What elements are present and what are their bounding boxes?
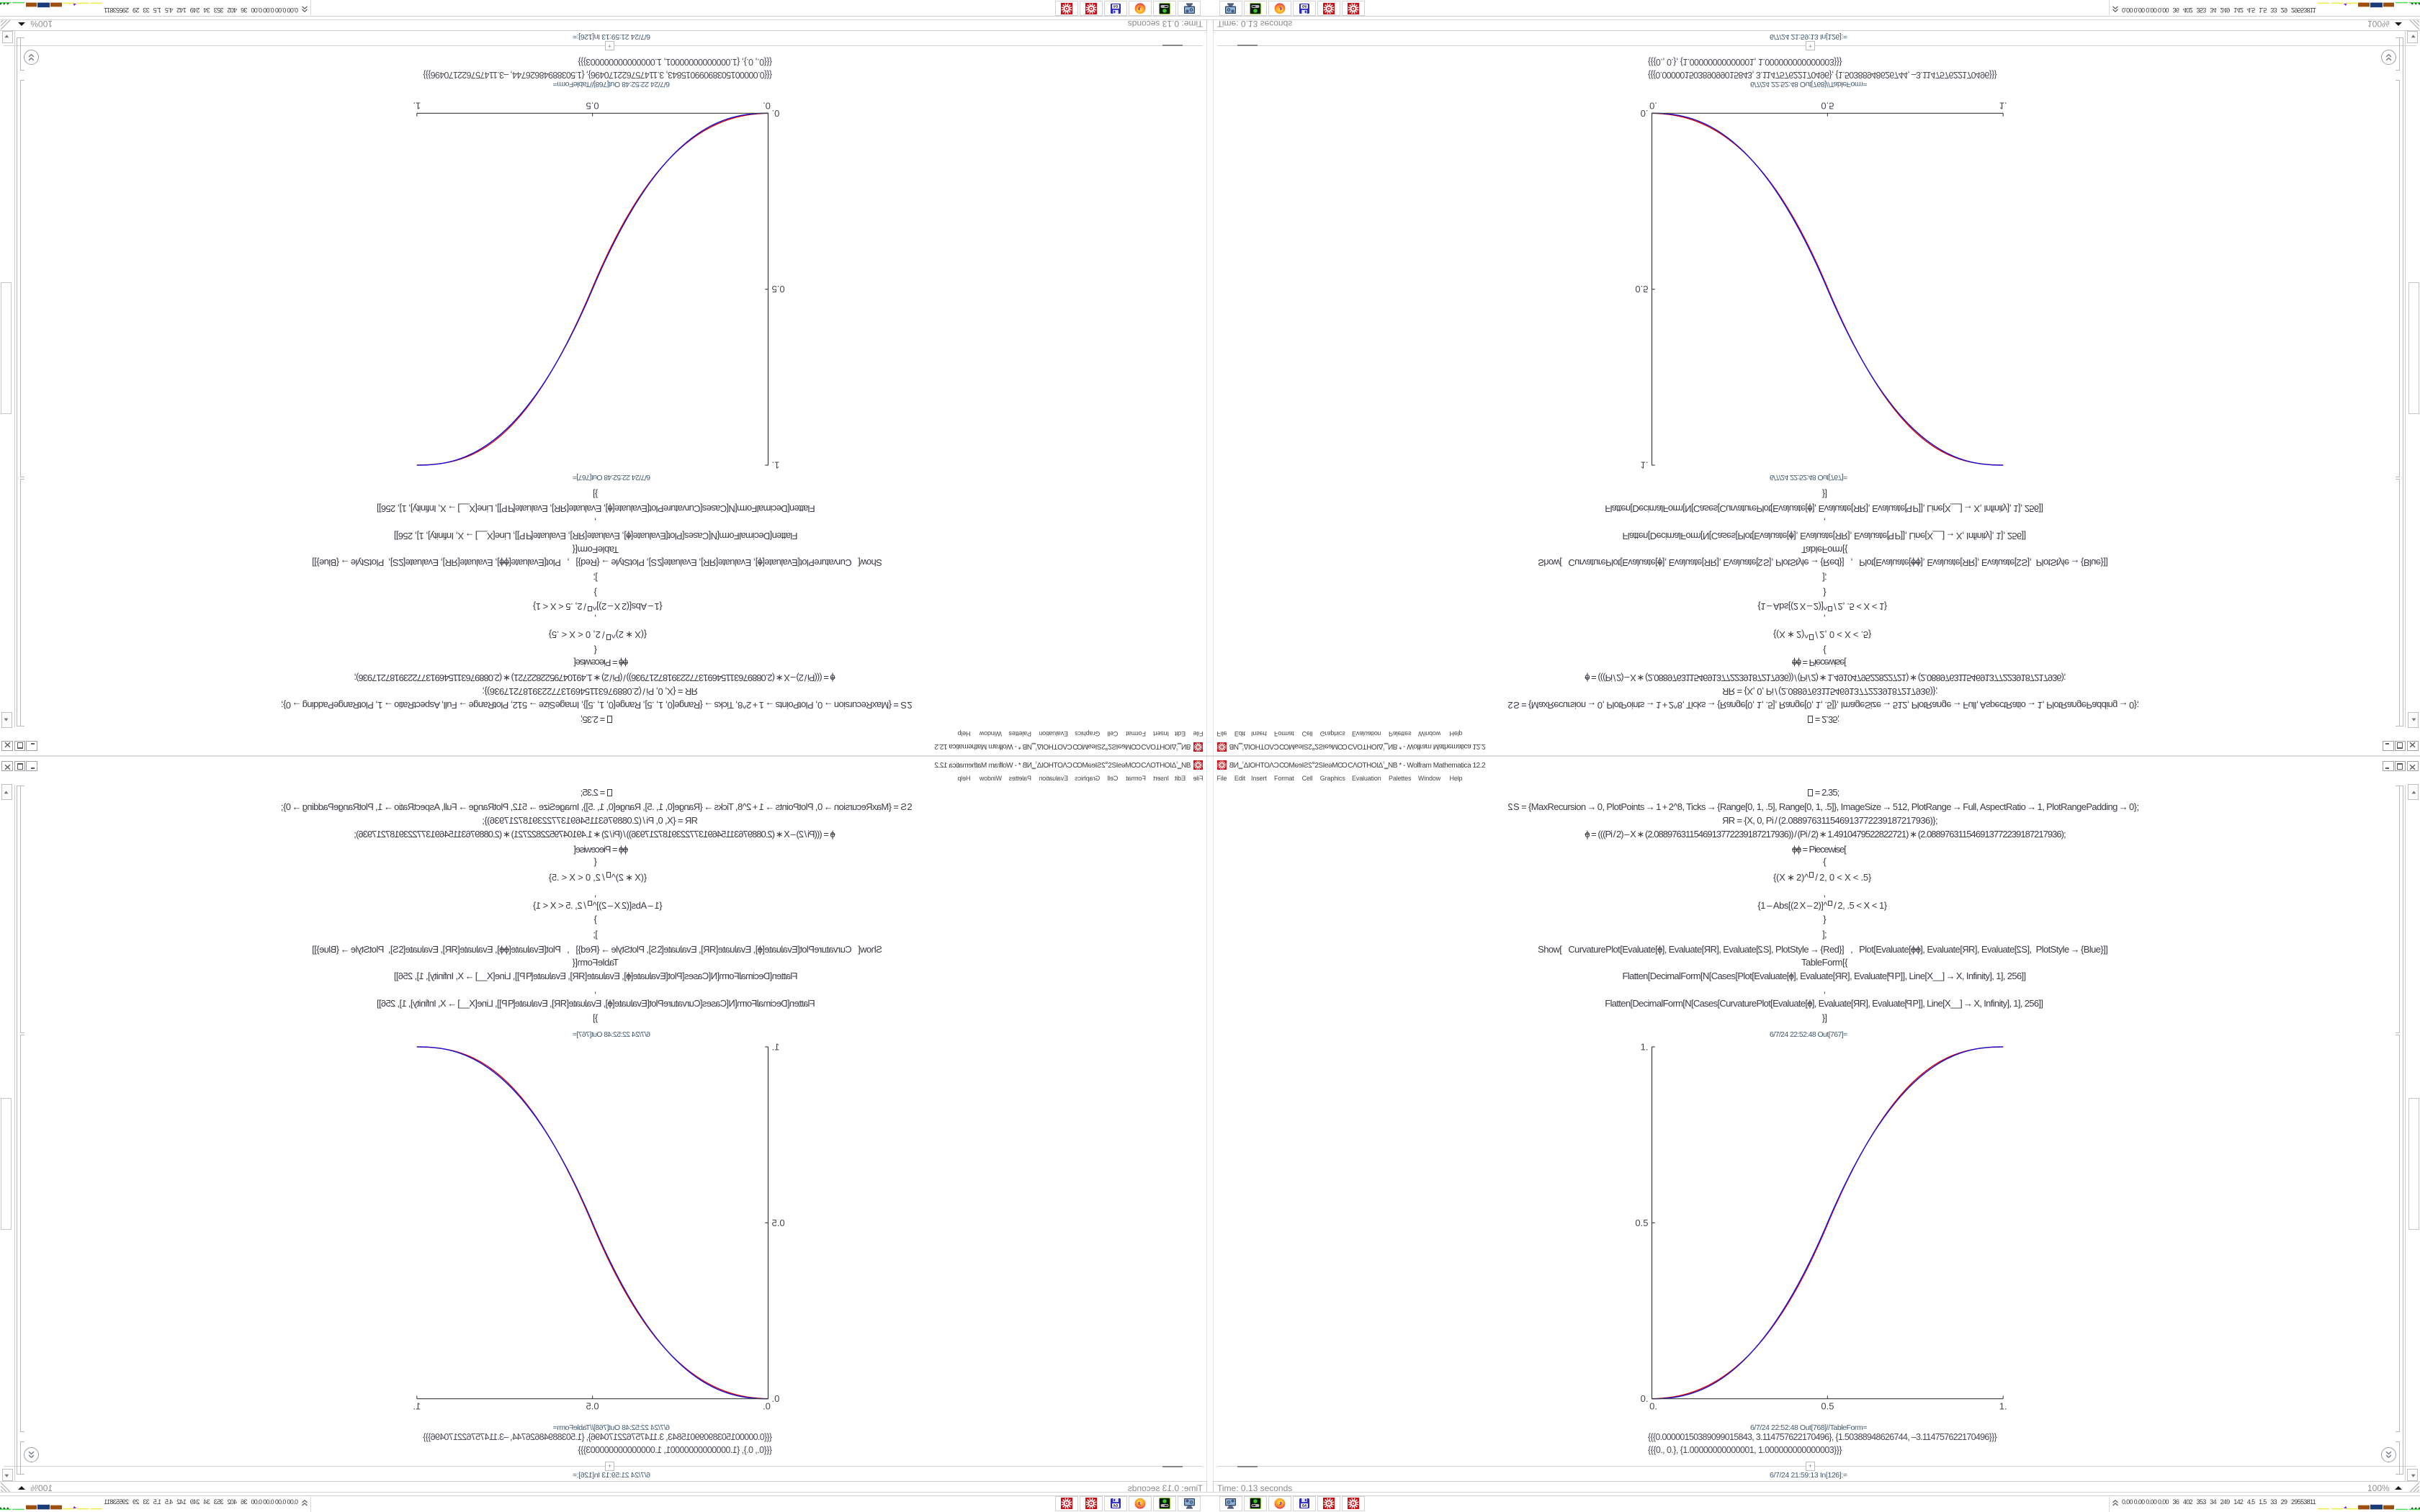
svg-text:1.: 1.	[413, 1401, 421, 1412]
svg-text:64: 64	[1113, 1504, 1118, 1508]
svg-text:1.: 1.	[413, 100, 421, 111]
svg-text:0.: 0.	[763, 1401, 771, 1412]
svg-text:0.: 0.	[772, 1393, 780, 1404]
svg-text:0.: 0.	[763, 100, 771, 111]
svg-text:0.5: 0.5	[1821, 1401, 1834, 1412]
svg-text:1.: 1.	[1641, 460, 1649, 471]
svg-text:64: 64	[1113, 4, 1118, 8]
svg-text:64: 64	[1302, 1504, 1307, 1508]
svg-text:0.: 0.	[1641, 108, 1649, 119]
svg-text:0.: 0.	[1641, 1393, 1649, 1404]
svg-text:0.5: 0.5	[1635, 284, 1648, 294]
svg-text:1.: 1.	[1999, 1401, 2007, 1412]
svg-text:0.5: 0.5	[772, 1218, 785, 1228]
svg-text:1.: 1.	[772, 460, 780, 471]
svg-text:0.: 0.	[1649, 1401, 1657, 1412]
svg-text:1.: 1.	[772, 1041, 780, 1052]
svg-text:0.5: 0.5	[586, 1401, 599, 1412]
svg-text:0.5: 0.5	[1821, 100, 1834, 111]
svg-text:0.5: 0.5	[1635, 1218, 1648, 1228]
svg-text:0.5: 0.5	[772, 284, 785, 294]
svg-text:1.: 1.	[1641, 1041, 1649, 1052]
svg-text:0.: 0.	[1649, 100, 1657, 111]
svg-text:0.: 0.	[772, 108, 780, 119]
svg-text:0.5: 0.5	[586, 100, 599, 111]
svg-text:1.: 1.	[1999, 100, 2007, 111]
svg-text:64: 64	[1302, 4, 1307, 8]
